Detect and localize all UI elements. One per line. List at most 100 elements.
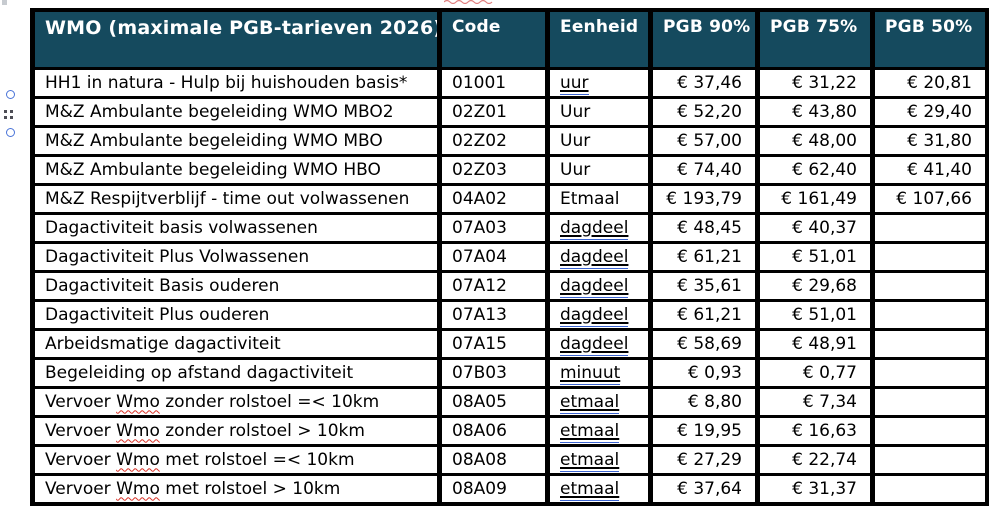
cell-pgb90[interactable]: € 35,61 — [648, 270, 760, 302]
unit-text[interactable]: dagdeel — [560, 304, 629, 327]
unit-text[interactable]: uur — [560, 72, 589, 95]
cell-pgb90[interactable]: € 37,64 — [648, 473, 760, 506]
cell-eenheid[interactable]: dagdeel — [545, 241, 653, 273]
cell-pgb50[interactable] — [870, 415, 989, 447]
cell-pgb75[interactable]: € 7,34 — [755, 386, 875, 418]
cell-code[interactable]: 07A03 — [437, 212, 550, 244]
cell-omschrijving[interactable]: Dagactiviteit basis volwassenen — [30, 212, 442, 244]
unit-text[interactable]: etmaal — [560, 478, 620, 502]
cell-pgb50[interactable] — [870, 473, 989, 506]
cell-pgb75[interactable]: € 29,68 — [755, 270, 875, 302]
cell-code[interactable]: 01001 — [437, 67, 550, 99]
cell-pgb75[interactable]: € 0,77 — [755, 357, 875, 389]
cell-pgb90[interactable]: € 48,45 — [648, 212, 760, 244]
cell-pgb50[interactable] — [870, 386, 989, 418]
cell-code[interactable]: 08A09 — [437, 473, 550, 506]
cell-pgb50[interactable] — [870, 212, 989, 244]
unit-text[interactable]: dagdeel — [560, 217, 629, 240]
cell-omschrijving[interactable]: Dagactiviteit Basis ouderen — [30, 270, 442, 302]
cell-code[interactable]: 07A04 — [437, 241, 550, 273]
misspelled-word[interactable]: Wmo — [116, 449, 160, 470]
cell-omschrijving[interactable]: Dagactiviteit Plus ouderen — [30, 299, 442, 331]
cell-pgb50[interactable]: € 31,80 — [870, 125, 989, 157]
cell-omschrijving[interactable]: Vervoer Wmo met rolstoel > 10km — [30, 473, 442, 506]
unit-text[interactable]: dagdeel — [560, 333, 629, 356]
cell-pgb90[interactable]: € 61,21 — [648, 241, 760, 273]
cell-code[interactable]: 07A15 — [437, 328, 550, 360]
unit-text[interactable]: etmaal — [560, 449, 620, 472]
unit-text[interactable]: minuut — [560, 362, 621, 385]
cell-pgb75[interactable]: € 31,22 — [755, 67, 875, 99]
cell-pgb75[interactable]: € 161,49 — [755, 183, 875, 215]
cell-pgb50[interactable]: € 20,81 — [870, 67, 989, 99]
anchor-circle-icon[interactable] — [6, 128, 15, 137]
cell-pgb75[interactable]: € 51,01 — [755, 299, 875, 331]
cell-pgb50[interactable]: € 107,66 — [870, 183, 989, 215]
cell-eenheid[interactable]: minuut — [545, 357, 653, 389]
cell-eenheid[interactable]: dagdeel — [545, 270, 653, 302]
cell-pgb50[interactable]: € 41,40 — [870, 154, 989, 186]
cell-eenheid[interactable]: Uur — [545, 154, 653, 186]
cell-pgb90[interactable]: € 57,00 — [648, 125, 760, 157]
drag-handle-icon[interactable] — [4, 110, 14, 120]
cell-pgb75[interactable]: € 22,74 — [755, 444, 875, 476]
cell-eenheid[interactable]: Uur — [545, 96, 653, 128]
unit-text[interactable]: dagdeel — [560, 246, 629, 269]
cell-pgb75[interactable]: € 40,37 — [755, 212, 875, 244]
cell-pgb50[interactable] — [870, 270, 989, 302]
cell-omschrijving[interactable]: Begeleiding op afstand dagactiviteit — [30, 357, 442, 389]
cell-pgb90[interactable]: € 52,20 — [648, 96, 760, 128]
cell-eenheid[interactable]: dagdeel — [545, 299, 653, 331]
cell-pgb50[interactable] — [870, 444, 989, 476]
cell-omschrijving[interactable]: M&Z Ambulante begeleiding WMO HBO — [30, 154, 442, 186]
cell-omschrijving[interactable]: HH1 in natura - Hulp bij huishouden basi… — [30, 67, 442, 99]
cell-code[interactable]: 07A12 — [437, 270, 550, 302]
cell-pgb50[interactable] — [870, 357, 989, 389]
cell-eenheid[interactable]: etmaal — [545, 386, 653, 418]
misspelled-word[interactable]: Wmo — [116, 391, 160, 412]
misspelled-word[interactable]: Wmo — [116, 420, 160, 441]
cell-code[interactable]: 08A06 — [437, 415, 550, 447]
unit-text[interactable]: etmaal — [560, 391, 620, 414]
cell-pgb90[interactable]: € 74,40 — [648, 154, 760, 186]
cell-omschrijving[interactable]: M&Z Ambulante begeleiding WMO MBO — [30, 125, 442, 157]
misspelled-word[interactable]: Wmo — [116, 478, 160, 499]
cell-eenheid[interactable]: uur — [545, 67, 653, 99]
cell-pgb90[interactable]: € 8,80 — [648, 386, 760, 418]
cell-omschrijving[interactable]: Vervoer Wmo zonder rolstoel =< 10km — [30, 386, 442, 418]
cell-eenheid[interactable]: etmaal — [545, 473, 653, 506]
cell-pgb90[interactable]: € 61,21 — [648, 299, 760, 331]
cell-pgb50[interactable]: € 29,40 — [870, 96, 989, 128]
cell-pgb90[interactable]: € 193,79 — [648, 183, 760, 215]
cell-pgb75[interactable]: € 51,01 — [755, 241, 875, 273]
unit-text[interactable]: dagdeel — [560, 275, 629, 298]
cell-omschrijving[interactable]: Dagactiviteit Plus Volwassenen — [30, 241, 442, 273]
cell-code[interactable]: 08A05 — [437, 386, 550, 418]
cell-pgb90[interactable]: € 19,95 — [648, 415, 760, 447]
cell-pgb50[interactable] — [870, 241, 989, 273]
cell-code[interactable]: 07B03 — [437, 357, 550, 389]
cell-omschrijving[interactable]: Arbeidsmatige dagactiviteit — [30, 328, 442, 360]
cell-omschrijving[interactable]: M&Z Ambulante begeleiding WMO MBO2 — [30, 96, 442, 128]
cell-omschrijving[interactable]: M&Z Respijtverblijf - time out volwassen… — [30, 183, 442, 215]
cell-eenheid[interactable]: etmaal — [545, 415, 653, 447]
cell-pgb75[interactable]: € 43,80 — [755, 96, 875, 128]
cell-eenheid[interactable]: Etmaal — [545, 183, 653, 215]
cell-code[interactable]: 02Z02 — [437, 125, 550, 157]
cell-eenheid[interactable]: dagdeel — [545, 212, 653, 244]
cell-pgb75[interactable]: € 16,63 — [755, 415, 875, 447]
anchor-circle-icon[interactable] — [6, 90, 15, 99]
cell-code[interactable]: 04A02 — [437, 183, 550, 215]
cell-code[interactable]: 08A08 — [437, 444, 550, 476]
cell-pgb90[interactable]: € 27,29 — [648, 444, 760, 476]
cell-pgb50[interactable] — [870, 328, 989, 360]
cell-pgb90[interactable]: € 37,46 — [648, 67, 760, 99]
cell-eenheid[interactable]: dagdeel — [545, 328, 653, 360]
cell-pgb75[interactable]: € 48,00 — [755, 125, 875, 157]
cell-pgb75[interactable]: € 48,91 — [755, 328, 875, 360]
cell-code[interactable]: 02Z03 — [437, 154, 550, 186]
cell-pgb90[interactable]: € 0,93 — [648, 357, 760, 389]
cell-eenheid[interactable]: Uur — [545, 125, 653, 157]
cell-pgb90[interactable]: € 58,69 — [648, 328, 760, 360]
unit-text[interactable]: etmaal — [560, 420, 620, 443]
